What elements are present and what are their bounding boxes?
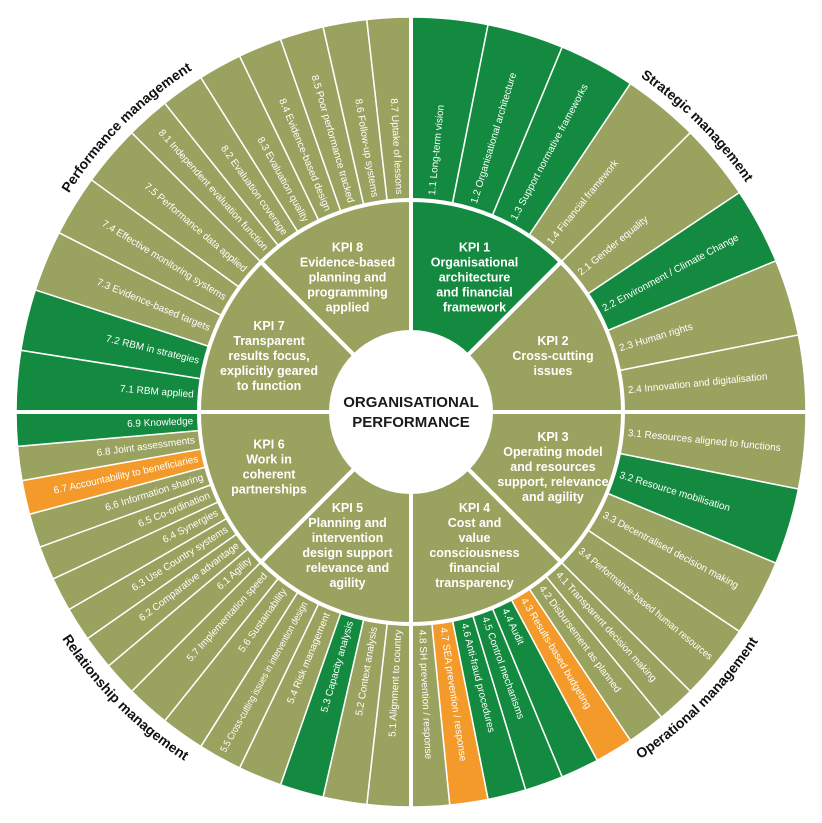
kpi-8-label-line: applied — [326, 300, 370, 314]
kpi-3-label-line: support, relevance — [497, 475, 608, 489]
kpi-4-sector — [409, 465, 564, 627]
kpi-3-sector — [464, 410, 626, 565]
kpi-1-label-line: and financial — [436, 285, 512, 299]
kpi-7-label-line: to function — [237, 379, 302, 393]
center-circle — [333, 334, 489, 490]
kpi-3-label-line: KPI 3 — [537, 430, 568, 444]
kpi-8-label-line: KPI 8 — [332, 240, 363, 254]
kpi-1-label-line: Organisational — [431, 255, 519, 269]
kpi-4-label-line: financial — [449, 561, 500, 575]
indicator-label: 6.9 Knowledge — [127, 416, 194, 430]
kpi-1-sector — [409, 197, 564, 359]
kpi-3-label-line: and agility — [522, 490, 584, 504]
kpi-7-label-line: KPI 7 — [253, 319, 284, 333]
kpi-5-label-line: design support — [302, 546, 393, 560]
kpi-3-label-line: Operating model — [503, 445, 602, 459]
indicator-ring: 1.1 Long-term vision 1.2 Organisational a… — [15, 16, 807, 808]
kpi-5-label-line: intervention — [312, 531, 384, 545]
center-title-line-2: PERFORMANCE — [352, 414, 470, 431]
kpi-7-label-line: results focus, — [228, 349, 309, 363]
kpi-4-label-line: KPI 4 — [459, 501, 490, 515]
kpi-5-sector — [258, 465, 413, 627]
kpi-5-label-line: relevance and — [306, 561, 389, 575]
kpi-4-label-line: transparency — [435, 576, 514, 590]
kpi-4-label-line: Cost and — [448, 516, 501, 530]
kpi-2-label-line: issues — [533, 364, 572, 378]
kpi-6-label-line: partnerships — [231, 482, 307, 496]
kpi-2-label-line: KPI 2 — [537, 334, 568, 348]
kpi-4-label-line: value — [459, 531, 491, 545]
kpi-8-label-line: planning and — [309, 270, 387, 284]
kpi-6-label-line: coherent — [243, 467, 297, 481]
kpi-4-label-line: consciousness — [429, 546, 519, 560]
kpi-6-label-line: Work in — [246, 452, 292, 466]
indicator-label: 8.7 Uptake of lessons — [388, 98, 404, 195]
kpi-6-label-line: KPI 6 — [253, 437, 284, 451]
kpi-5-label-line: Planning and — [308, 516, 386, 530]
kpi-8-label-line: programming — [307, 285, 388, 299]
kpi-5-label-line: KPI 5 — [332, 501, 363, 515]
kpi-1-label-line: KPI 1 — [459, 240, 490, 254]
center-title-line-1: ORGANISATIONAL — [343, 394, 479, 411]
kpi-5-label-line: agility — [329, 576, 365, 590]
kpi-8-label-line: Evidence-based — [300, 255, 395, 269]
center-hub: ORGANISATIONAL PERFORMANCE — [333, 334, 489, 490]
kpi-1-label-line: architecture — [439, 270, 511, 284]
kpi-8-sector — [258, 197, 413, 359]
kpi-6-sector — [196, 410, 358, 565]
kpi-7-sector — [196, 259, 358, 414]
kpi-7-label-line: explicitly geared — [220, 364, 318, 378]
kpi-3-label-line: and resources — [510, 460, 596, 474]
kpi-2-label-line: Cross-cutting — [512, 349, 593, 363]
kpi-2-sector — [464, 259, 626, 414]
kpi-7-label-line: Transparent — [233, 334, 305, 348]
kpi-1-label-line: framework — [443, 300, 506, 314]
